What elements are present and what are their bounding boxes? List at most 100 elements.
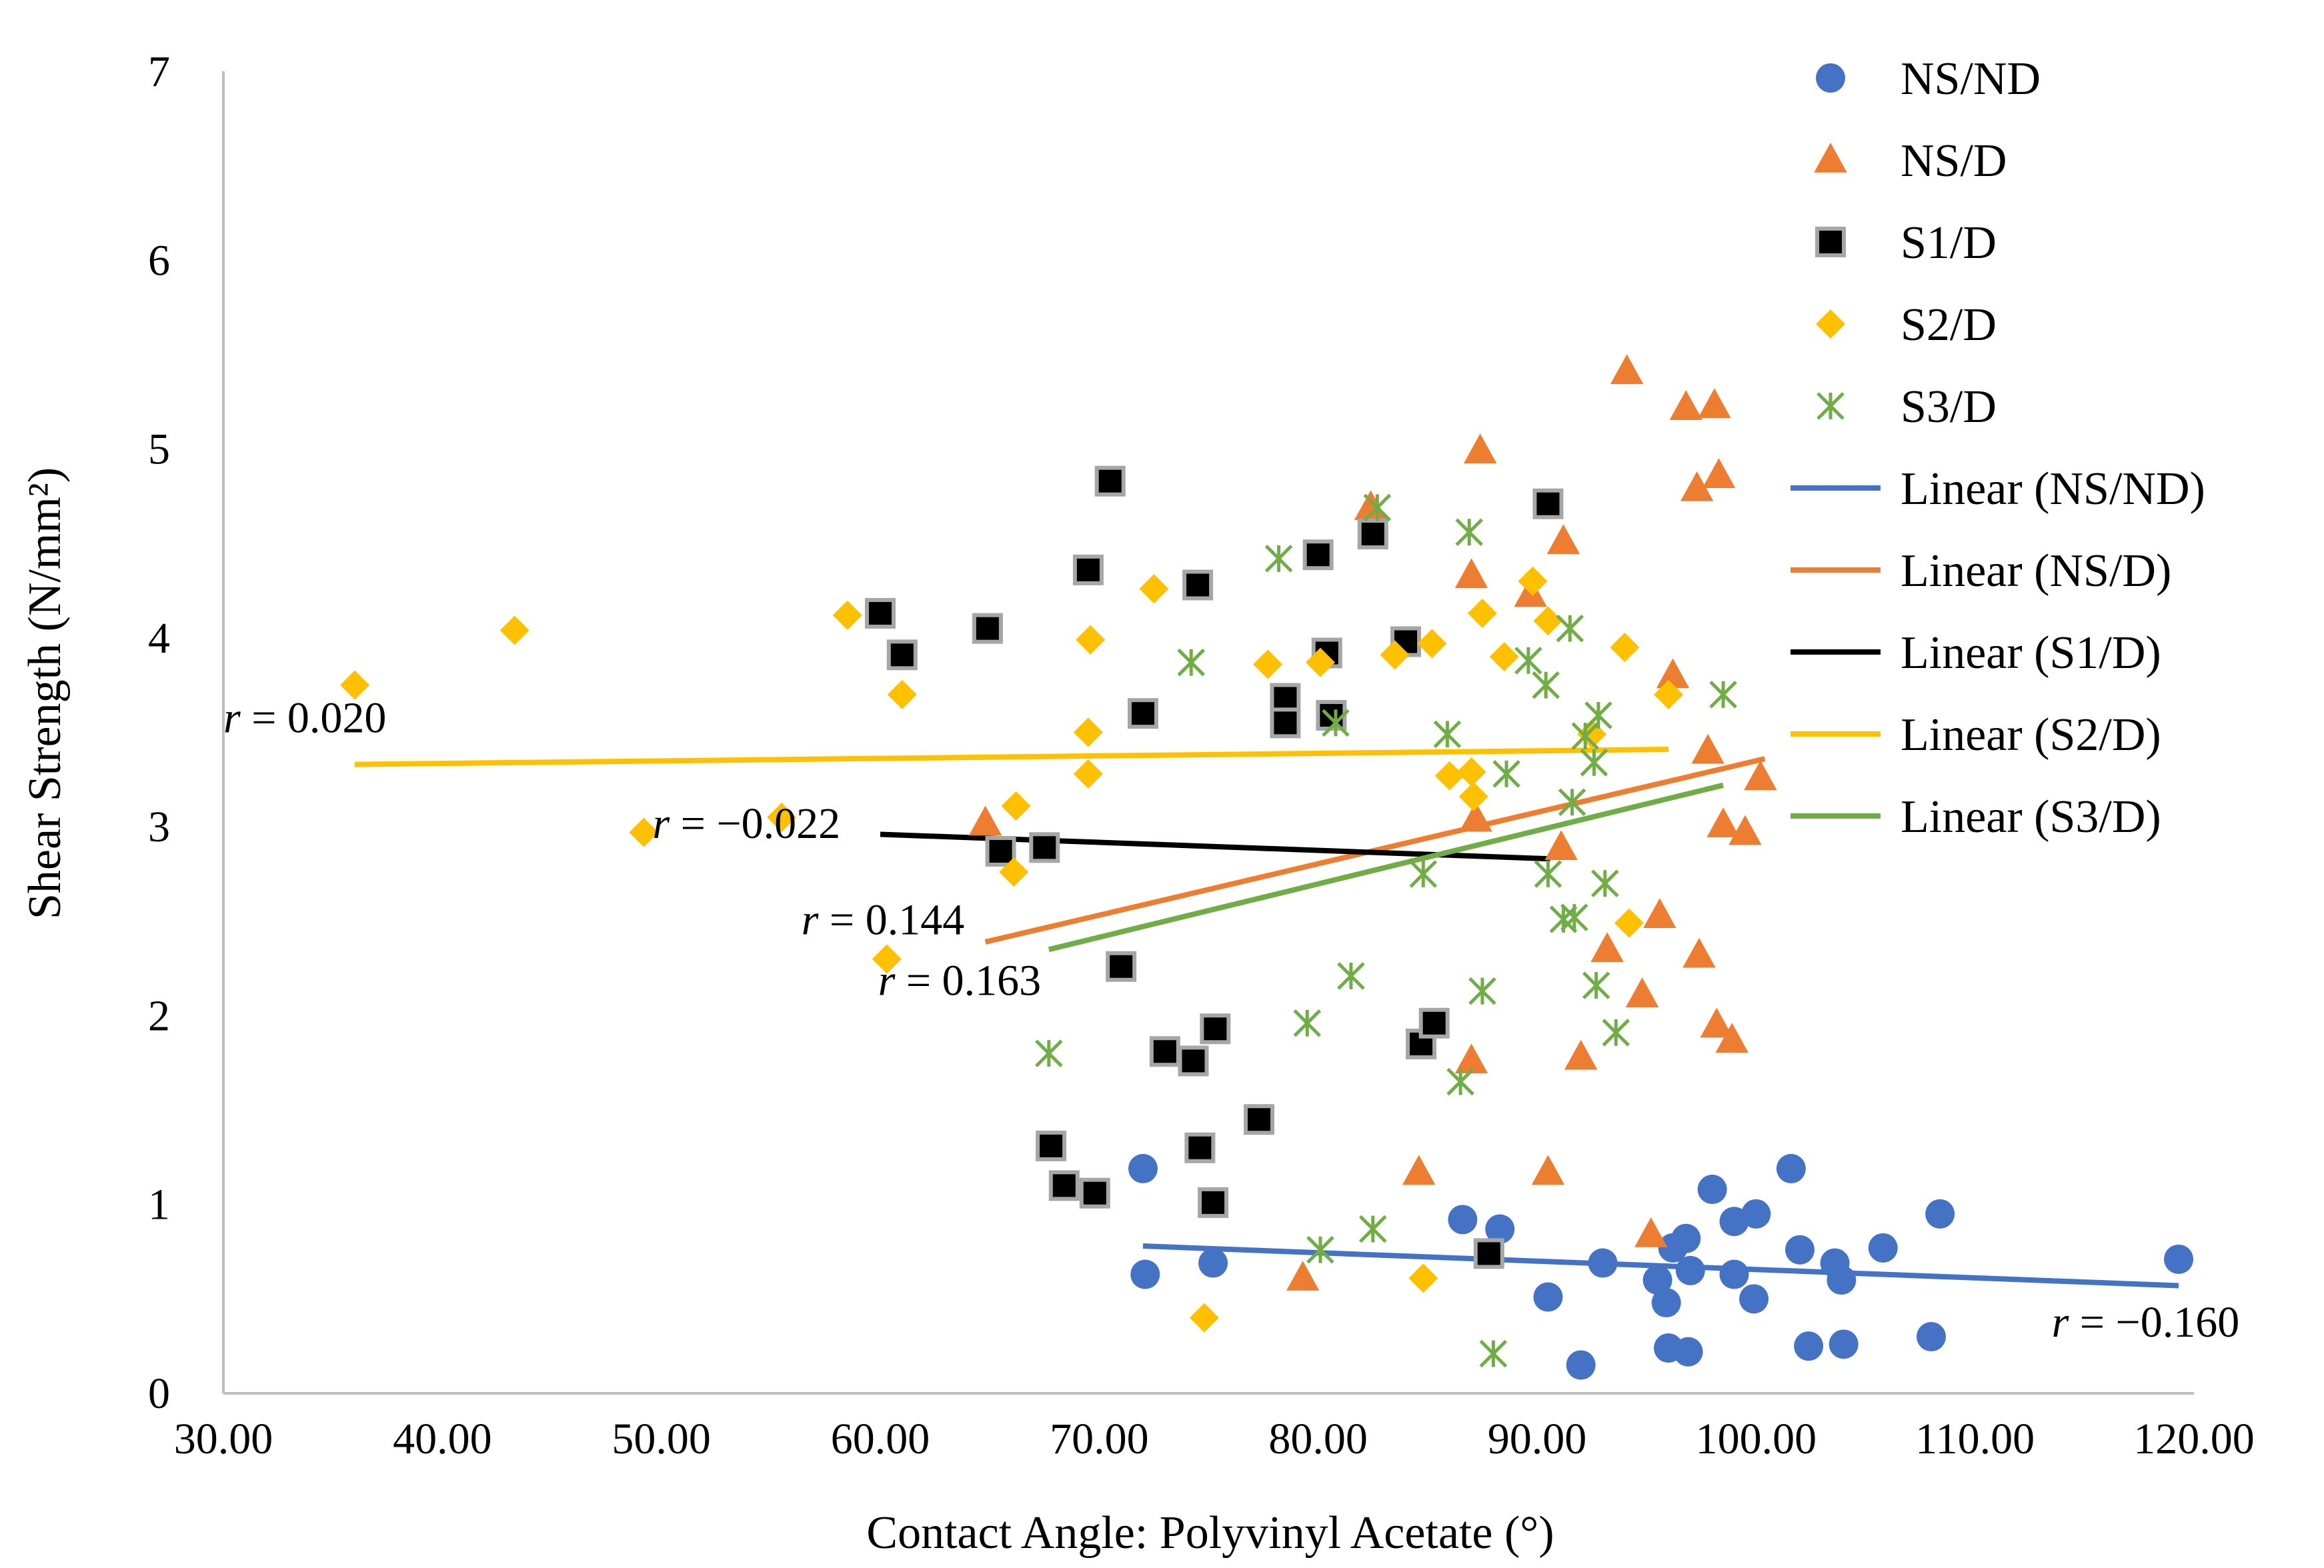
legend-item: NS/ND	[1816, 53, 2041, 105]
x-tick-label: 30.00	[174, 1415, 273, 1463]
data-point	[1741, 1199, 1771, 1229]
data-point	[1178, 1045, 1209, 1077]
legend-label: S2/D	[1901, 299, 1997, 351]
data-point	[1532, 488, 1564, 519]
data-point	[1305, 647, 1335, 677]
data-point	[1458, 781, 1488, 811]
data-point	[1189, 1303, 1219, 1333]
data-point	[1700, 1007, 1733, 1038]
data-point	[1073, 759, 1103, 789]
x-tick-label: 60.00	[831, 1415, 930, 1463]
data-point	[1036, 1130, 1067, 1161]
data-point	[1468, 977, 1496, 1005]
data-point	[1739, 1284, 1769, 1314]
data-point	[1590, 932, 1624, 962]
data-point	[1479, 1339, 1508, 1368]
data-point	[1489, 642, 1519, 672]
data-point	[1463, 433, 1497, 464]
data-point	[1079, 1177, 1110, 1209]
data-point	[1448, 1205, 1478, 1235]
legend-label: S1/D	[1901, 217, 1997, 269]
legend-item: Linear (S2/D)	[1791, 709, 2161, 761]
legend-item: S3/D	[1817, 381, 1997, 433]
data-point	[1408, 1263, 1438, 1293]
data-point	[1580, 749, 1608, 777]
data-point	[1556, 614, 1584, 643]
x-tick-label: 70.00	[1050, 1415, 1149, 1463]
data-point	[1456, 757, 1486, 787]
data-point	[1128, 698, 1158, 729]
data-point	[1072, 554, 1104, 585]
y-tick-label: 3	[148, 803, 170, 851]
data-point	[1358, 1215, 1387, 1243]
data-point	[1106, 951, 1137, 982]
data-point	[1582, 971, 1610, 999]
data-point	[1531, 1155, 1565, 1185]
data-point	[1357, 519, 1388, 550]
data-point	[1184, 1132, 1216, 1163]
data-point	[1868, 1233, 1898, 1263]
r-value-label: r = 0.144	[802, 896, 964, 945]
chart-axes: 30.00 40.00 50.00 60.00 70.00 80.00 90.00 100.0…	[148, 47, 2255, 1463]
data-point	[1380, 640, 1410, 670]
data-point	[1363, 493, 1392, 522]
data-point	[1244, 1104, 1275, 1135]
y-tick-label: 0	[148, 1369, 170, 1418]
data-point	[985, 835, 1016, 867]
data-point	[1625, 977, 1659, 1007]
legend-label: Linear (NS/ND)	[1901, 463, 2205, 515]
data-point	[1558, 788, 1586, 817]
data-point	[1682, 937, 1716, 968]
data-point	[865, 598, 896, 629]
legend-label: S3/D	[1901, 381, 1997, 433]
data-point	[1691, 733, 1724, 764]
legend-item: NS/D	[1814, 135, 2007, 187]
data-point	[1459, 801, 1492, 832]
r-value-label: r = 0.020	[223, 694, 386, 743]
data-point	[1719, 1259, 1749, 1289]
data-point	[1316, 700, 1347, 731]
data-point	[1549, 905, 1578, 933]
data-point	[1776, 1153, 1806, 1183]
series-s3-d	[1035, 493, 1737, 1368]
data-point	[1671, 1223, 1701, 1253]
series-ns-nd	[1128, 1153, 2194, 1380]
data-point	[1827, 1265, 1857, 1295]
data-point	[1643, 898, 1676, 929]
data-point	[1139, 574, 1169, 604]
legend-item: S1/D	[1815, 217, 1997, 269]
legend-item: Linear (NS/ND)	[1791, 463, 2205, 515]
data-point	[1455, 518, 1483, 546]
data-point	[1001, 791, 1031, 821]
data-point	[1654, 679, 1683, 709]
data-point	[1182, 569, 1214, 601]
data-point	[1785, 1235, 1815, 1265]
r-value-label: r = −0.160	[2052, 1298, 2240, 1347]
data-point	[1073, 717, 1103, 747]
data-point	[1698, 388, 1731, 419]
data-point	[1610, 633, 1640, 663]
data-point	[1473, 1238, 1504, 1269]
data-point	[887, 679, 917, 709]
data-point	[1048, 1170, 1080, 1201]
data-point	[1634, 1217, 1668, 1247]
legend-marker	[1815, 227, 1846, 257]
data-point	[1149, 1036, 1180, 1067]
trendline	[354, 746, 1669, 767]
data-point	[1651, 1288, 1681, 1318]
data-point	[1697, 1175, 1727, 1205]
data-point	[1200, 1013, 1231, 1045]
y-tick-label: 6	[148, 236, 170, 285]
legend: NS/ND NS/D S1/D S2/D S3/D Linear (NS/ND) Linea…	[1791, 53, 2205, 843]
data-point	[1675, 1255, 1705, 1285]
legend-marker	[1816, 63, 1845, 93]
data-point	[1534, 860, 1562, 888]
data-point	[1446, 1067, 1474, 1096]
data-point	[1198, 1187, 1229, 1218]
data-point	[1417, 629, 1447, 659]
data-point	[1306, 1235, 1334, 1264]
data-point	[1680, 471, 1714, 501]
data-point	[832, 600, 862, 630]
x-tick-label: 120.00	[2133, 1415, 2255, 1463]
data-point	[1925, 1199, 1955, 1229]
